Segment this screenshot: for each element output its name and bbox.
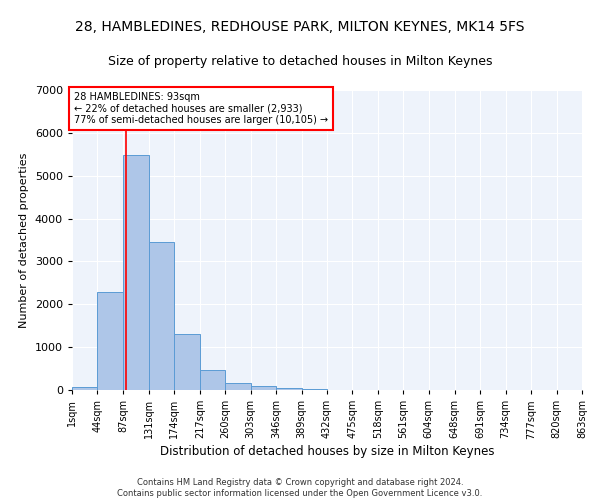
Text: 28 HAMBLEDINES: 93sqm
← 22% of detached houses are smaller (2,933)
77% of semi-d: 28 HAMBLEDINES: 93sqm ← 22% of detached …	[74, 92, 328, 126]
Bar	[72, 386, 97, 390]
Text: 28, HAMBLEDINES, REDHOUSE PARK, MILTON KEYNES, MK14 5FS: 28, HAMBLEDINES, REDHOUSE PARK, MILTON K…	[75, 20, 525, 34]
Bar	[200, 370, 225, 390]
Text: Contains HM Land Registry data © Crown copyright and database right 2024.
Contai: Contains HM Land Registry data © Crown c…	[118, 478, 482, 498]
Bar	[302, 388, 327, 390]
Bar	[123, 155, 149, 390]
Bar	[149, 242, 175, 390]
Bar	[225, 383, 251, 390]
X-axis label: Distribution of detached houses by size in Milton Keynes: Distribution of detached houses by size …	[160, 446, 494, 458]
Bar	[276, 388, 302, 390]
Bar	[97, 292, 123, 390]
Bar	[251, 386, 276, 390]
Text: Size of property relative to detached houses in Milton Keynes: Size of property relative to detached ho…	[108, 55, 492, 68]
Bar	[175, 334, 200, 390]
Y-axis label: Number of detached properties: Number of detached properties	[19, 152, 29, 328]
